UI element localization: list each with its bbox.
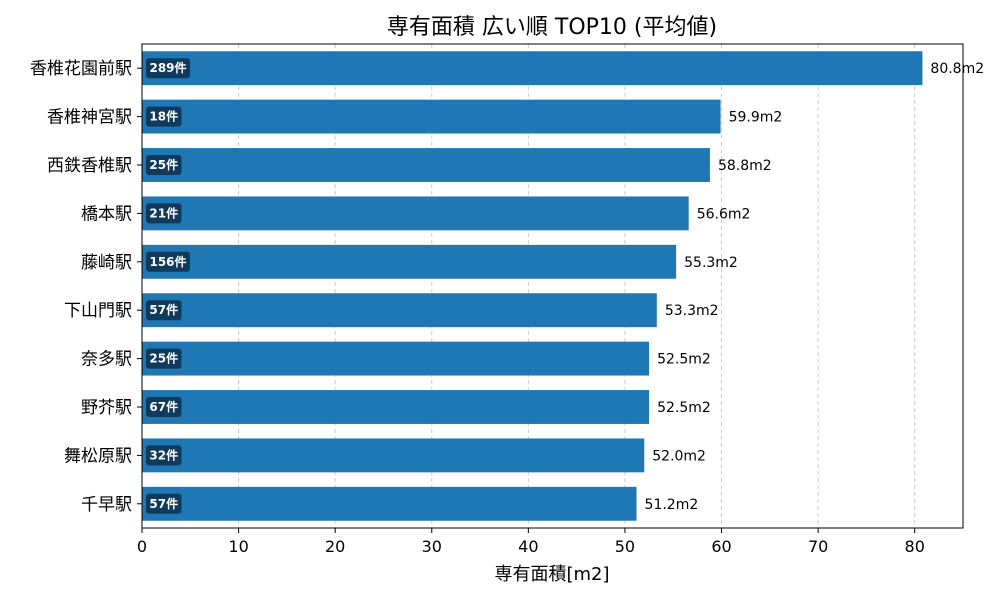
bar: [142, 341, 650, 376]
bar: [142, 486, 637, 521]
y-tick-label: 下山門駅: [64, 301, 132, 321]
chart-title: 専有面積 広い順 TOP10 (平均値): [387, 15, 717, 40]
x-tick-label: 60: [711, 537, 731, 556]
value-label: 51.2m2: [645, 497, 699, 513]
bar: [142, 99, 721, 134]
x-tick-label: 30: [422, 537, 442, 556]
count-label: 25件: [149, 351, 178, 366]
value-label: 52.0m2: [652, 448, 706, 464]
x-tick-label: 40: [518, 537, 538, 556]
count-badge: [146, 397, 182, 417]
bar: [142, 390, 650, 424]
count-label: 18件: [149, 109, 178, 124]
y-tick-label: 奈多駅: [81, 350, 132, 370]
count-badge: [146, 445, 182, 466]
value-label: 55.3m2: [684, 255, 738, 271]
count-label: 57件: [149, 496, 178, 511]
y-tick-label: 西鉄香椎駅: [47, 156, 132, 176]
bars: 80.8m2 289件 59.9m2 18件 58.8m2 25件 56.6m2 21件 55.…: [142, 51, 984, 521]
y-tick-label: 舞松原駅: [64, 446, 132, 466]
value-label: 59.9m2: [729, 110, 783, 126]
y-tick-label: 香椎花園前駅: [30, 59, 132, 79]
bar: [142, 148, 710, 182]
value-label: 52.5m2: [657, 352, 711, 368]
x-axis-label: 専有面積[m2]: [494, 564, 609, 585]
x-tick-label: 0: [137, 537, 147, 556]
plot-frame: [141, 43, 964, 529]
count-badge: [146, 251, 190, 272]
bar: [142, 51, 923, 86]
count-badge: [146, 348, 182, 369]
count-label: 25件: [149, 157, 178, 172]
count-badge: [146, 300, 182, 321]
x-tick-label: 20: [325, 537, 345, 556]
count-badge: [146, 493, 182, 514]
y-tick-label: 橋本駅: [81, 204, 132, 224]
count-badge: [146, 155, 182, 175]
x-tick-label: 80: [905, 537, 925, 556]
count-label: 67件: [149, 399, 178, 414]
x-tick-label: 70: [808, 537, 828, 556]
y-tick-label: 野芥駅: [81, 398, 132, 418]
x-axis: 0 10 20 30 40 50 60 70 80: [137, 528, 925, 556]
y-tick-label: 千早駅: [81, 495, 132, 515]
value-label: 56.6m2: [697, 206, 751, 222]
count-badge: [146, 106, 182, 127]
bar: [142, 438, 645, 473]
bar: [142, 293, 657, 328]
bar: [142, 244, 677, 279]
count-label: 32件: [149, 447, 178, 462]
x-tick-label: 10: [228, 537, 248, 556]
count-label: 57件: [149, 302, 178, 317]
bar: [142, 196, 689, 231]
count-label: 289件: [149, 60, 186, 75]
count-badge: [146, 203, 182, 224]
value-label: 80.8m2: [930, 61, 984, 77]
count-badge: [146, 58, 190, 79]
value-label: 52.5m2: [657, 400, 711, 416]
count-label: 21件: [149, 205, 178, 220]
value-label: 53.3m2: [665, 303, 719, 319]
value-label: 58.8m2: [718, 158, 772, 174]
y-tick-label: 香椎神宮駅: [47, 108, 132, 128]
x-tick-label: 50: [615, 537, 635, 556]
count-label: 156件: [149, 254, 186, 269]
y-tick-label: 藤崎駅: [81, 253, 132, 273]
